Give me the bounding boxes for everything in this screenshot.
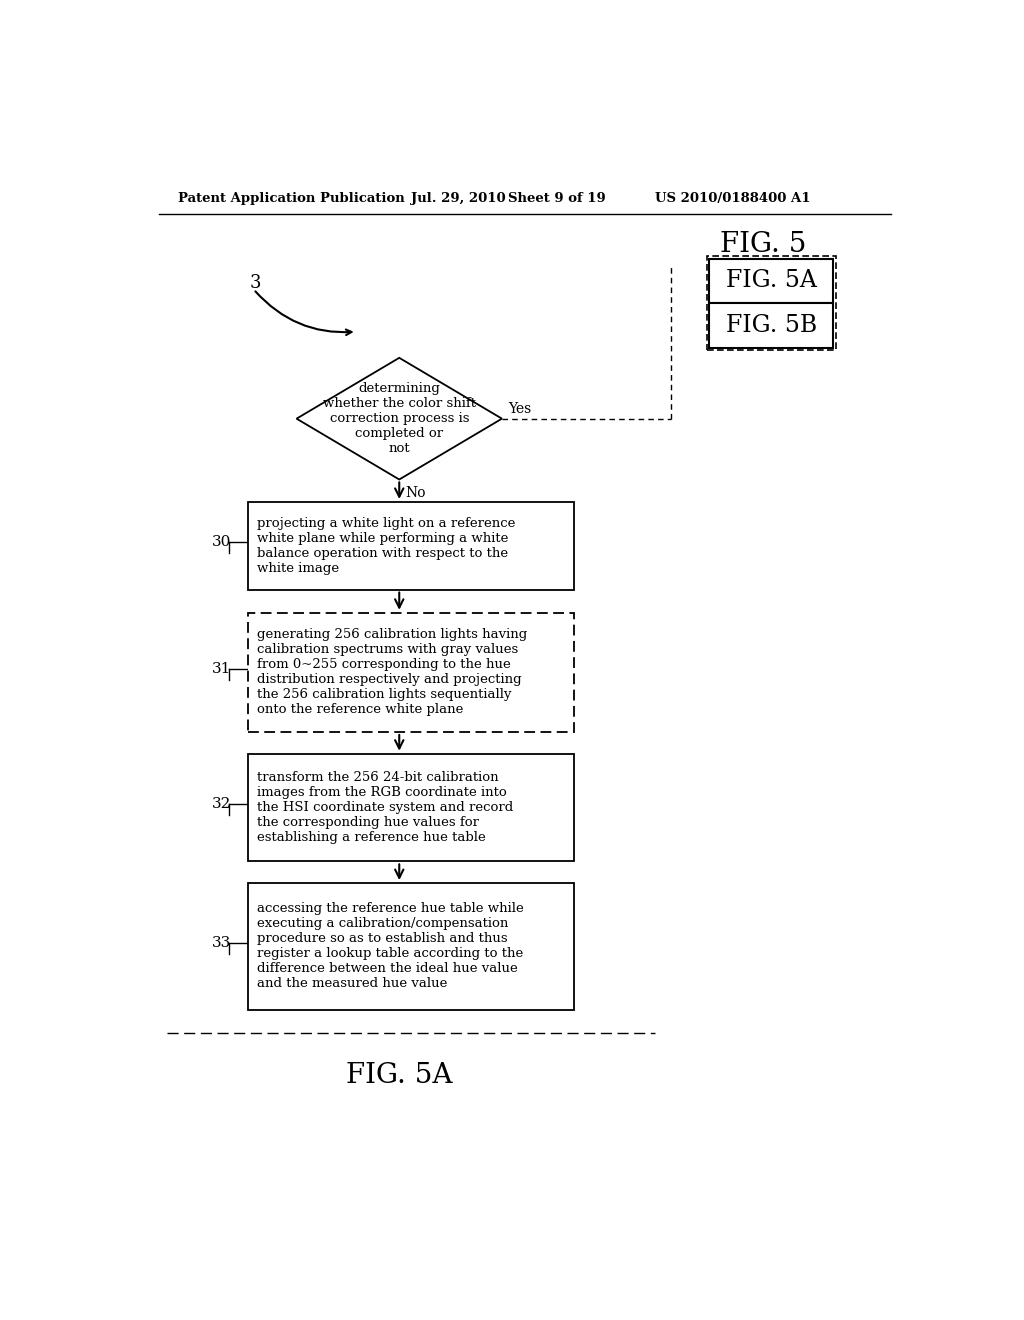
Text: 31: 31 (212, 661, 231, 676)
Text: Sheet 9 of 19: Sheet 9 of 19 (508, 191, 605, 205)
Bar (707, 256, 836, 350)
Bar (248, 754, 573, 862)
Text: US 2010/0188400 A1: US 2010/0188400 A1 (655, 191, 811, 205)
Text: FIG. 5B: FIG. 5B (726, 314, 817, 337)
Text: determining
whether the color shift
correction process is
completed or
not: determining whether the color shift corr… (323, 383, 476, 455)
Text: 32: 32 (212, 797, 231, 810)
Text: generating 256 calibration lights having
calibration spectrums with gray values
: generating 256 calibration lights having… (257, 628, 527, 717)
Text: accessing the reference hue table while
executing a calibration/compensation
pro: accessing the reference hue table while … (257, 903, 524, 990)
Text: FIG. 5: FIG. 5 (720, 231, 807, 259)
Text: No: No (406, 486, 426, 500)
Bar (248, 502, 573, 590)
Bar (710, 259, 834, 304)
Bar (248, 612, 573, 733)
Text: Jul. 29, 2010: Jul. 29, 2010 (411, 191, 506, 205)
Text: 33: 33 (212, 936, 231, 949)
Text: FIG. 5A: FIG. 5A (346, 1063, 453, 1089)
Text: 30: 30 (212, 535, 231, 549)
Text: FIG. 5A: FIG. 5A (726, 269, 817, 292)
Polygon shape (297, 358, 502, 479)
Text: Yes: Yes (508, 403, 531, 416)
Text: Patent Application Publication: Patent Application Publication (178, 191, 406, 205)
Bar (248, 883, 573, 1010)
Text: projecting a white light on a reference
white plane while performing a white
bal: projecting a white light on a reference … (257, 516, 516, 574)
Text: 3: 3 (250, 275, 261, 292)
Bar (710, 304, 834, 348)
Text: transform the 256 24-bit calibration
images from the RGB coordinate into
the HSI: transform the 256 24-bit calibration ima… (257, 771, 514, 843)
